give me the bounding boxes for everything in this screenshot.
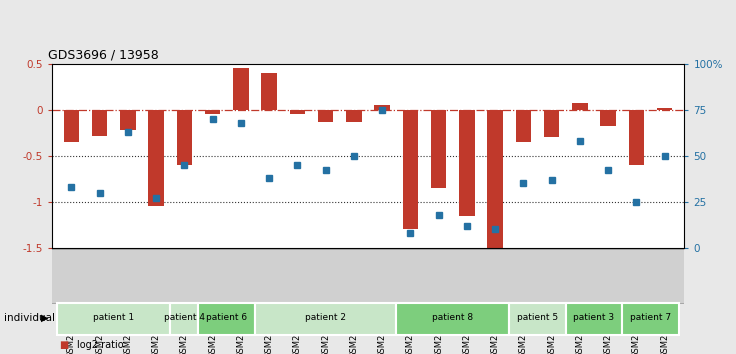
Bar (375, 105, 390, 110)
Bar (318, 110, 333, 122)
Bar (148, 110, 164, 206)
Bar (255, 303, 396, 335)
Bar (346, 110, 361, 122)
Bar (509, 303, 566, 335)
Bar (403, 110, 418, 229)
Bar (396, 303, 509, 335)
Bar (487, 110, 503, 248)
Text: individual: individual (4, 313, 54, 323)
Bar (289, 110, 305, 114)
Bar (170, 303, 199, 335)
Text: ▶: ▶ (40, 313, 48, 323)
Bar (566, 303, 623, 335)
Bar (120, 110, 135, 130)
Bar (233, 68, 249, 110)
Text: patient 4: patient 4 (164, 313, 205, 322)
Text: patient 7: patient 7 (630, 313, 671, 322)
Bar (177, 110, 192, 165)
Text: patient 5: patient 5 (517, 313, 558, 322)
Text: ■: ■ (59, 340, 68, 350)
Bar (431, 110, 447, 188)
Bar (516, 110, 531, 142)
Bar (261, 73, 277, 110)
Bar (657, 108, 673, 110)
Text: patient 6: patient 6 (206, 313, 247, 322)
Text: patient 3: patient 3 (573, 313, 615, 322)
Bar (459, 110, 475, 216)
Bar (63, 110, 79, 142)
Bar (601, 110, 616, 126)
Bar (92, 110, 107, 136)
Bar (572, 103, 588, 110)
Bar (205, 110, 220, 114)
Bar (544, 110, 559, 137)
Text: patient 1: patient 1 (93, 313, 134, 322)
Text: patient 2: patient 2 (305, 313, 346, 322)
Bar (199, 303, 255, 335)
Text: patient 8: patient 8 (432, 313, 473, 322)
Text: GDS3696 / 13958: GDS3696 / 13958 (49, 48, 159, 61)
Bar (623, 303, 679, 335)
Text: log2 ratio: log2 ratio (77, 340, 124, 350)
Bar (57, 303, 170, 335)
Bar (629, 110, 644, 165)
